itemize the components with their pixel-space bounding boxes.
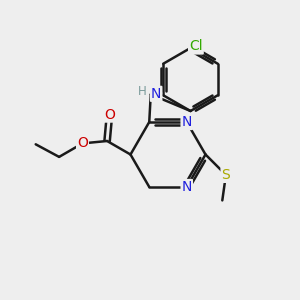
Text: O: O (77, 136, 88, 150)
Text: Cl: Cl (189, 40, 203, 53)
Text: N: N (151, 87, 161, 101)
Text: O: O (104, 108, 115, 122)
Text: S: S (221, 168, 230, 182)
Text: H: H (138, 85, 147, 98)
Text: N: N (182, 180, 192, 194)
Text: N: N (182, 115, 192, 129)
